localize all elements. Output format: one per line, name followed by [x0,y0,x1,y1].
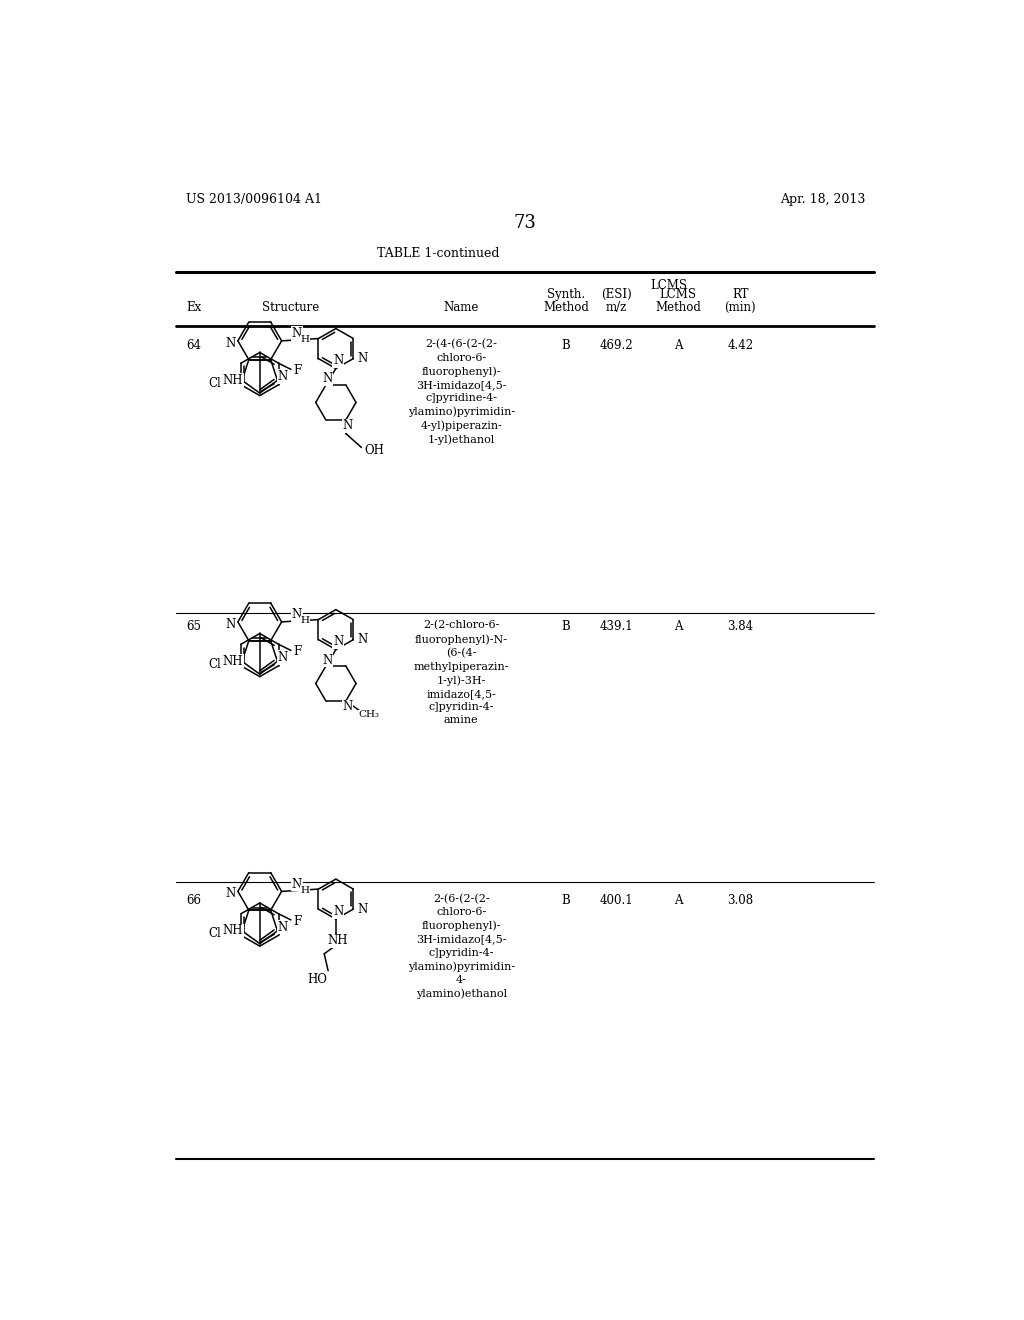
Text: 66: 66 [186,894,201,907]
Text: NH: NH [222,655,243,668]
Text: NH: NH [222,924,243,937]
Text: H: H [301,616,310,626]
Text: 3.84: 3.84 [727,620,754,634]
Text: A: A [674,620,683,634]
Text: 2-(6-(2-(2-
chloro-6-
fluorophenyl)-
3H-imidazo[4,5-
c]pyridin-4-
ylamino)pyrimi: 2-(6-(2-(2- chloro-6- fluorophenyl)- 3H-… [408,894,515,999]
Text: A: A [674,339,683,352]
Text: Method: Method [543,301,589,314]
Text: N: N [278,920,288,933]
Text: B: B [561,894,570,907]
Text: Name: Name [443,301,479,314]
Text: N: N [323,372,333,385]
Text: 2-(4-(6-(2-(2-
chloro-6-
fluorophenyl)-
3H-imidazo[4,5-
c]pyridine-4-
ylamino)py: 2-(4-(6-(2-(2- chloro-6- fluorophenyl)- … [408,339,515,445]
Text: (min): (min) [724,301,756,314]
Text: N: N [225,887,237,900]
Text: N: N [357,634,368,645]
Text: N: N [278,370,288,383]
Text: H: H [301,886,310,895]
Text: N: N [292,878,302,891]
Text: F: F [293,915,301,928]
Text: N: N [357,352,368,366]
Text: N: N [333,635,343,648]
Text: 64: 64 [186,339,201,352]
Text: CH₃: CH₃ [358,710,380,719]
Text: N: N [225,337,237,350]
Text: H: H [301,335,310,345]
Text: RT: RT [732,288,749,301]
Text: Synth.: Synth. [547,288,585,301]
Text: Apr. 18, 2013: Apr. 18, 2013 [780,193,866,206]
Text: N: N [342,420,352,433]
Text: OH: OH [364,444,384,457]
Text: N: N [333,906,343,917]
Text: Cl: Cl [208,657,221,671]
Text: N: N [357,903,368,916]
Text: F: F [293,364,301,378]
Text: N: N [292,609,302,622]
Text: HO: HO [307,973,328,986]
Text: 4.42: 4.42 [727,339,754,352]
Text: Cl: Cl [208,376,221,389]
Text: B: B [561,339,570,352]
Text: TABLE 1-continued: TABLE 1-continued [377,247,500,260]
Text: 65: 65 [186,620,201,634]
Text: A: A [674,894,683,907]
Text: NH: NH [222,374,243,387]
Text: NH: NH [327,935,348,948]
Text: 469.2: 469.2 [599,339,633,352]
Text: m/z: m/z [605,301,627,314]
Text: 439.1: 439.1 [599,620,633,634]
Text: N: N [292,327,302,341]
Text: (ESI): (ESI) [601,288,632,301]
Text: Ex: Ex [186,301,202,314]
Text: 400.1: 400.1 [599,894,633,907]
Text: N: N [278,651,288,664]
Text: N: N [333,354,343,367]
Text: 73: 73 [513,214,537,232]
Text: B: B [561,620,570,634]
Text: F: F [293,645,301,659]
Text: Cl: Cl [208,927,221,940]
Text: LCMS: LCMS [659,288,696,301]
Text: Structure: Structure [262,301,319,314]
Text: N: N [342,701,352,714]
Text: N: N [323,653,333,667]
Text: LCMS: LCMS [650,280,687,292]
Text: 2-(2-chloro-6-
fluorophenyl)-N-
(6-(4-
methylpiperazin-
1-yl)-3H-
imidazo[4,5-
c: 2-(2-chloro-6- fluorophenyl)-N- (6-(4- m… [414,620,509,725]
Text: US 2013/0096104 A1: US 2013/0096104 A1 [186,193,323,206]
Text: 3.08: 3.08 [727,894,754,907]
Text: N: N [225,618,237,631]
Text: Method: Method [655,301,701,314]
